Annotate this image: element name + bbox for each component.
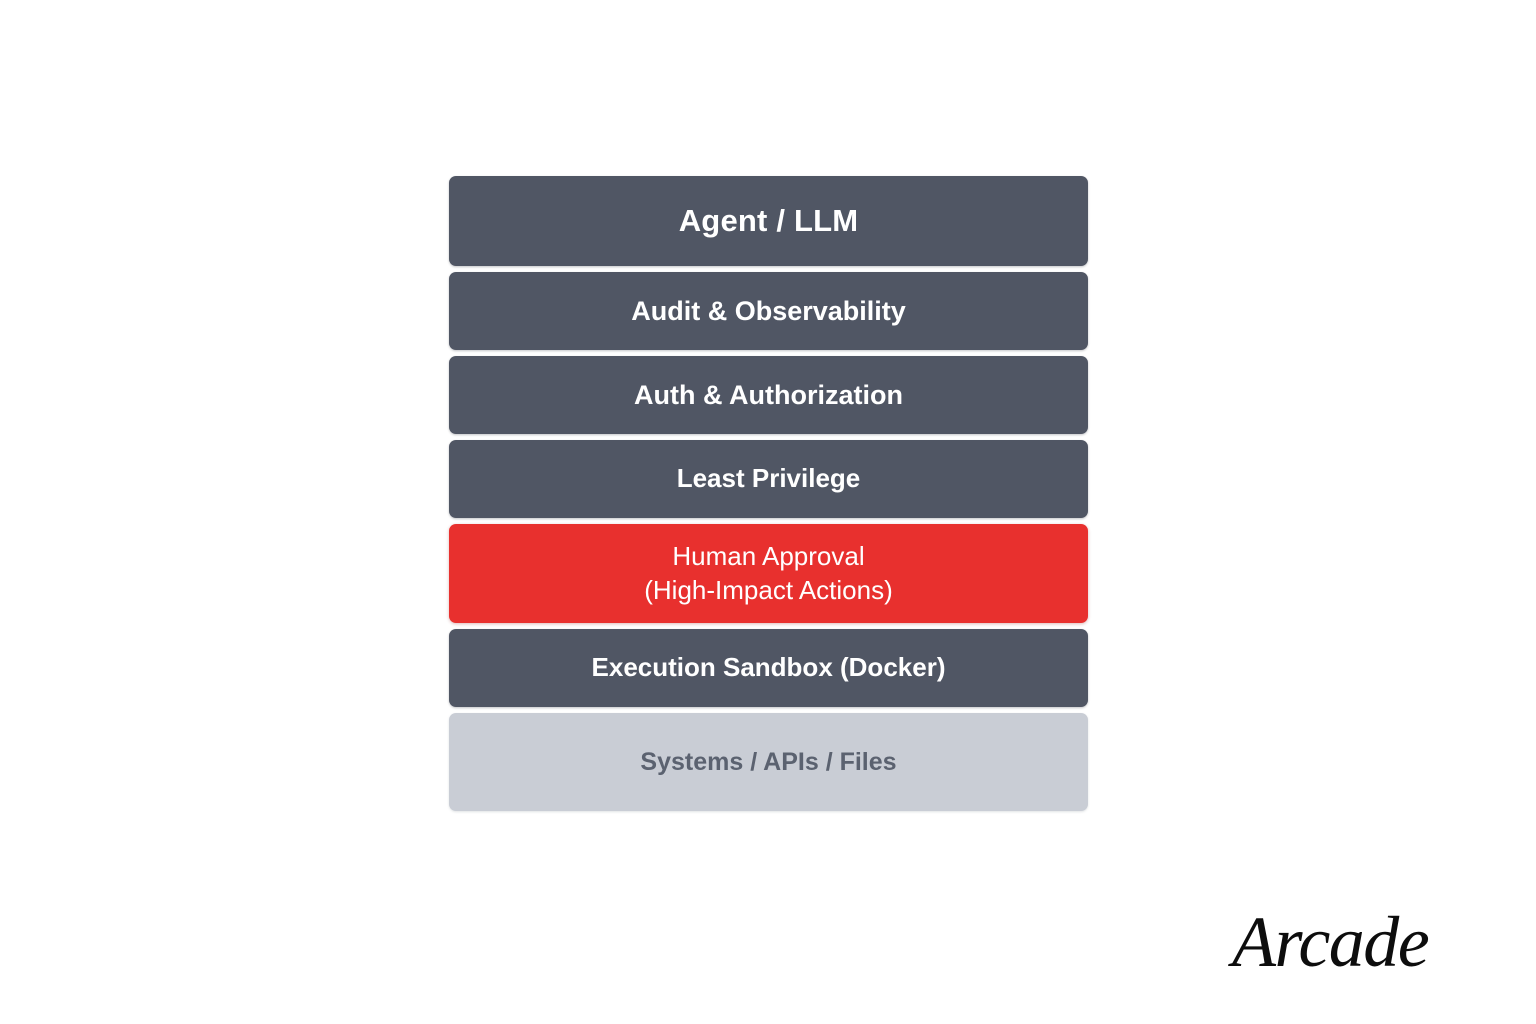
layer-label-audit-observability: Audit & Observability	[631, 295, 906, 326]
layer-label-agent-llm: Agent / LLM	[678, 203, 859, 239]
layer-bar-auth-authorization[interactable]: Auth & Authorization	[449, 356, 1088, 434]
layer-label-systems-apis-files: Systems / APIs / Files	[640, 748, 897, 776]
arcade-logo: Arcade	[1232, 902, 1430, 982]
layer-label-auth-authorization: Auth & Authorization	[634, 379, 903, 410]
layer-bar-agent-llm[interactable]: Agent / LLM	[449, 176, 1088, 266]
layer-bar-systems-apis-files[interactable]: Systems / APIs / Files	[449, 713, 1088, 811]
layer-label-human-approval-group: Human Approval (High-Impact Actions)	[644, 540, 893, 607]
layer-label-human-approval: Human Approval	[672, 541, 865, 572]
layer-bar-execution-sandbox[interactable]: Execution Sandbox (Docker)	[449, 629, 1088, 707]
layer-bar-audit-observability[interactable]: Audit & Observability	[449, 272, 1088, 350]
layer-bar-least-privilege[interactable]: Least Privilege	[449, 440, 1088, 518]
layer-stack: Agent / LLM Audit & Observability Auth &…	[449, 176, 1088, 811]
layer-sublabel-human-approval: (High-Impact Actions)	[644, 574, 893, 605]
layer-bar-human-approval[interactable]: Human Approval (High-Impact Actions)	[449, 524, 1088, 623]
layer-label-execution-sandbox: Execution Sandbox (Docker)	[591, 652, 946, 683]
layer-label-least-privilege: Least Privilege	[676, 463, 861, 494]
